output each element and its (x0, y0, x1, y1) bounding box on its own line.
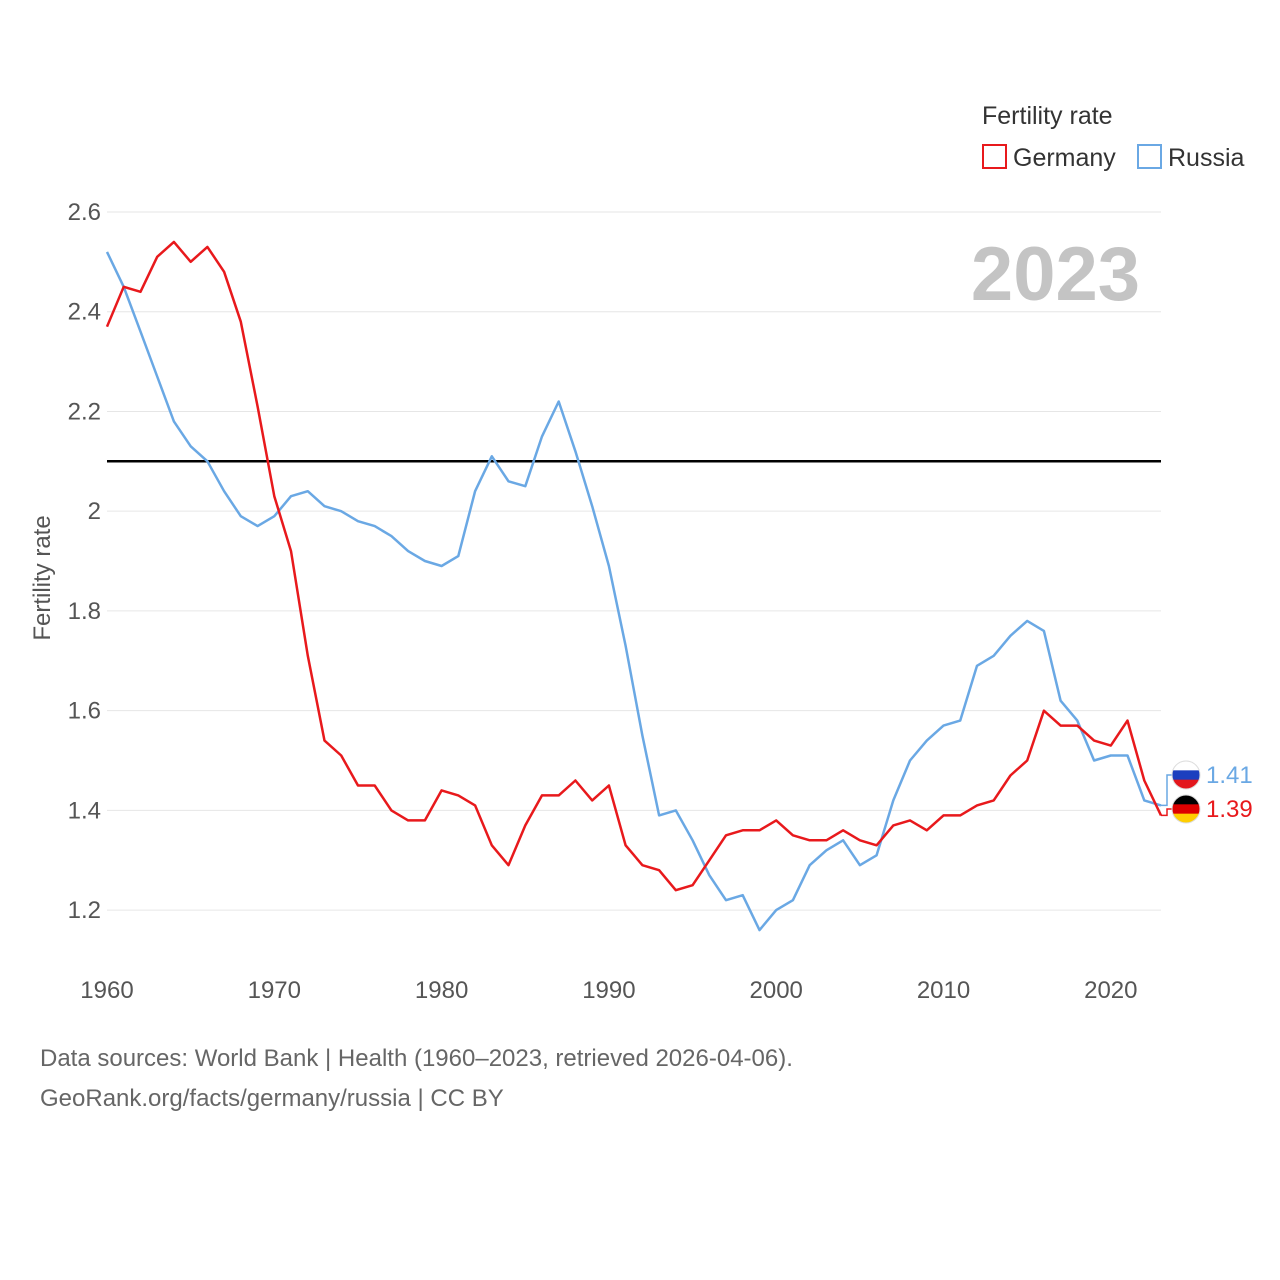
legend-label-russia[interactable]: Russia (1168, 144, 1245, 172)
y-tick-label: 1.2 (68, 897, 101, 924)
x-tick-label: 1960 (80, 977, 133, 1004)
flag-russia-icon (1172, 761, 1200, 789)
series-line-germany (105, 240, 1163, 892)
credit-link[interactable]: GeoRank.org/facts/germany/russia | CC BY (40, 1085, 504, 1112)
series-line-russia (105, 251, 1162, 932)
gridlines (107, 211, 1161, 911)
y-tick-label: 2 (88, 498, 101, 525)
y-tick-label: 2.4 (68, 299, 101, 326)
data-source-note: Data sources: World Bank | Health (1960–… (40, 1045, 793, 1072)
x-tick-label: 1990 (582, 977, 635, 1004)
y-axis-ticks: 1.2 1.4 1.6 1.8 2 2.2 2.4 2.6 (68, 199, 101, 924)
x-tick-label: 2000 (750, 977, 803, 1004)
end-value-russia: 1.41 (1206, 762, 1253, 789)
y-tick-label: 2.2 (68, 398, 101, 425)
connector-germany (1161, 808, 1173, 817)
legend-swatch-germany[interactable] (982, 144, 1007, 169)
flag-germany-icon (1172, 795, 1200, 823)
x-tick-label: 2020 (1084, 977, 1137, 1004)
x-axis-ticks: 1960 1970 1980 1990 2000 2010 2020 (80, 977, 1137, 1004)
y-tick-label: 2.6 (68, 199, 101, 226)
legend-label-germany[interactable]: Germany (1013, 144, 1116, 172)
x-tick-label: 1970 (248, 977, 301, 1004)
end-markers: 1.41 1.39 (1161, 760, 1253, 824)
x-tick-label: 1980 (415, 977, 468, 1004)
legend: Fertility rate Germany Russia (982, 102, 1245, 172)
legend-title: Fertility rate (982, 102, 1113, 130)
y-tick-label: 1.6 (68, 698, 101, 725)
end-value-germany: 1.39 (1206, 796, 1253, 823)
y-tick-label: 1.8 (68, 598, 101, 625)
y-tick-label: 1.4 (68, 797, 101, 824)
series-lines (105, 240, 1163, 932)
connector-russia (1161, 774, 1173, 807)
year-watermark: 2023 (971, 232, 1140, 317)
legend-swatch-russia[interactable] (1137, 144, 1162, 169)
x-tick-label: 2010 (917, 977, 970, 1004)
y-axis-title: Fertility rate (29, 515, 56, 640)
